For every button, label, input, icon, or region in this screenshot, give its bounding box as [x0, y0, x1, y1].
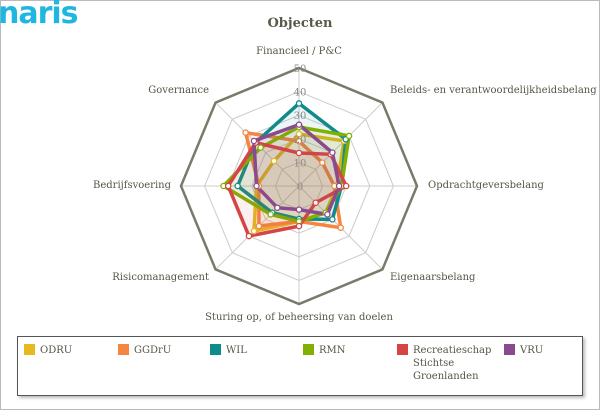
data-point — [295, 137, 303, 145]
data-point — [234, 182, 241, 190]
data-point — [253, 182, 260, 190]
data-point — [245, 232, 253, 240]
data-point — [324, 211, 331, 218]
data-point — [295, 121, 303, 128]
axis-label: Sturing op, of beheersing van doelen — [205, 312, 393, 323]
legend-swatch — [397, 344, 408, 355]
axis-label: Financieel / P&C — [256, 46, 342, 57]
data-point — [295, 149, 303, 157]
legend-label: ODRU — [40, 345, 73, 356]
legend-label: RMN — [319, 345, 346, 356]
tick-label: 10 — [294, 158, 307, 169]
tick-label: 20 — [294, 135, 307, 146]
tick-label: 30 — [294, 111, 307, 122]
data-point — [255, 222, 263, 230]
data-point — [270, 157, 278, 165]
legend-swatch — [24, 344, 35, 355]
legend-item[interactable]: Recreatieschap Stichtse Groenlanden — [397, 344, 492, 383]
outer-ring — [179, 66, 419, 306]
legend-swatch — [303, 344, 314, 355]
legend-label: WIL — [226, 345, 247, 356]
legend-item[interactable]: ODRU — [24, 344, 72, 357]
data-point — [257, 144, 264, 151]
axis-label: Beleids- en verantwoordelijkheidsbelang — [390, 85, 597, 96]
legend-item[interactable]: VRU — [504, 344, 543, 357]
tick-label: 40 — [294, 88, 307, 99]
data-point — [274, 204, 281, 211]
data-point — [267, 211, 274, 218]
data-point — [312, 199, 319, 206]
data-point — [242, 129, 249, 136]
axis-label: Opdrachtgeversbelang — [428, 180, 545, 191]
data-point — [224, 182, 232, 190]
axis-label: Eigenaarsbelang — [390, 272, 476, 283]
data-point — [337, 224, 344, 231]
legend-item[interactable]: RMN — [303, 344, 346, 357]
data-point — [295, 130, 303, 138]
data-point — [342, 182, 350, 190]
tick-label: 50 — [294, 64, 307, 75]
legend: ODRU GGDrU WIL RMN Recreatieschap Stichtse G… — [17, 336, 583, 396]
tick-label: 0 — [297, 182, 303, 193]
legend-label: VRU — [520, 345, 544, 356]
legend-swatch — [118, 344, 129, 355]
data-point — [335, 182, 343, 190]
data-point — [295, 222, 303, 230]
axis-label: Risicomanagement — [112, 272, 209, 283]
axis-line — [298, 102, 383, 187]
data-point — [329, 149, 336, 156]
data-point — [250, 227, 258, 235]
data-point — [329, 216, 336, 223]
chart-title: Objecten — [267, 16, 333, 31]
radar-chart: 0 10 20 30 40 50 Financieel / P&C Beleids- en v… — [93, 46, 597, 323]
legend-label: GGDrU — [134, 345, 172, 356]
legend-label: Recreatieschap Stichtse Groenlanden — [413, 345, 492, 382]
axis-label: Bedrijfsvoering — [93, 180, 172, 191]
data-point — [295, 100, 303, 107]
data-point — [250, 137, 258, 145]
data-point — [319, 159, 326, 166]
legend-item[interactable]: GGDrU — [118, 344, 171, 357]
axis-label: Governance — [148, 85, 209, 96]
naris-logo: naris — [0, 0, 79, 31]
legend-swatch — [504, 344, 515, 355]
data-point — [345, 132, 353, 140]
legend-swatch — [210, 344, 221, 355]
legend-item[interactable]: WIL — [210, 344, 247, 357]
data-point — [295, 206, 303, 213]
